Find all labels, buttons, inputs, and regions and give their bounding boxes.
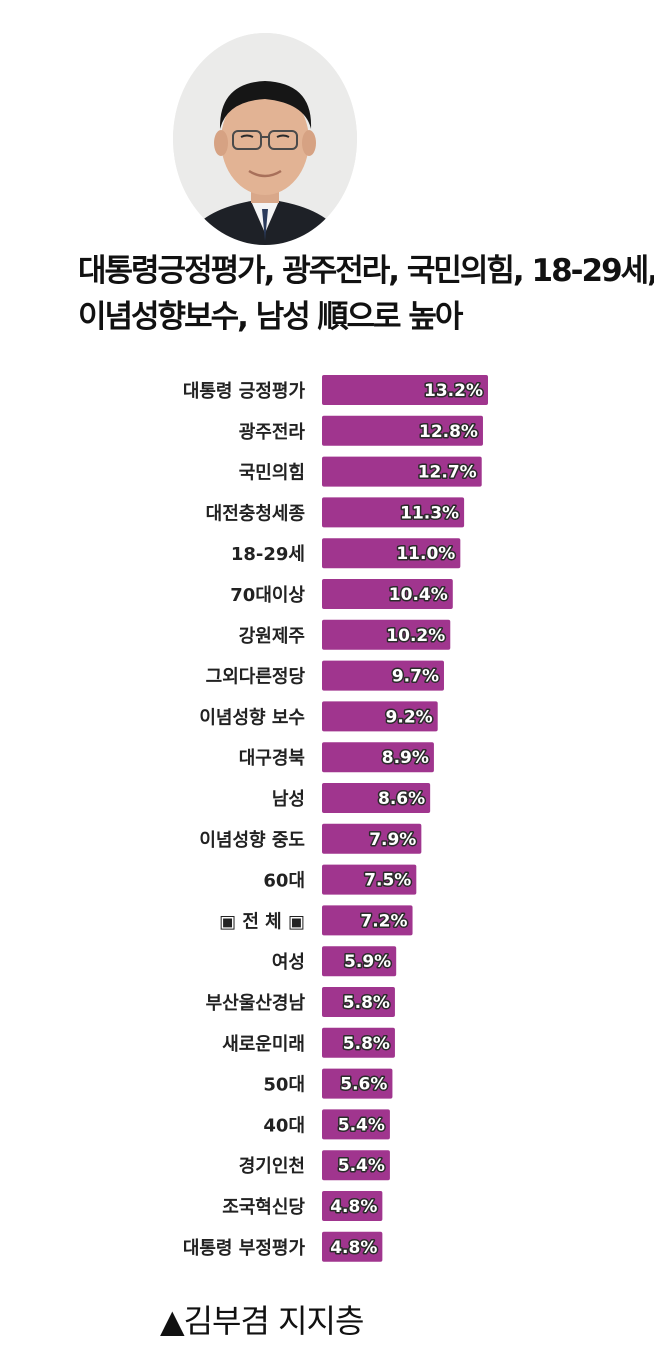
- value-label: 7.2%: [360, 911, 407, 931]
- category-label: 부산울산경남: [206, 993, 306, 1014]
- category-label: 대구경북: [239, 748, 305, 769]
- chart-caption: ▲김부겸 지지층: [160, 1302, 364, 1340]
- bar: [322, 660, 444, 691]
- bar: [322, 742, 434, 773]
- bar: [322, 1231, 383, 1262]
- bar: [322, 946, 397, 977]
- category-label: 70대이상: [230, 585, 305, 606]
- bar: [322, 375, 488, 405]
- value-label: 4.8%: [330, 1197, 377, 1217]
- category-label: 조국혁신당: [222, 1196, 305, 1218]
- category-label: 대통령 긍정평가: [183, 381, 306, 402]
- category-label: 40대: [263, 1115, 305, 1136]
- category-label: 이념성향 중도: [199, 830, 305, 851]
- portrait-photo: [173, 33, 357, 245]
- value-label: 8.6%: [378, 789, 425, 809]
- value-label: 9.7%: [392, 667, 439, 687]
- value-label: 5.9%: [344, 952, 391, 972]
- value-label: 10.2%: [386, 626, 445, 646]
- value-label: 12.8%: [419, 422, 478, 442]
- value-label: 8.9%: [382, 748, 429, 768]
- value-label: 10.4%: [389, 585, 448, 605]
- bar: [322, 905, 413, 936]
- value-label: 9.2%: [386, 707, 433, 727]
- category-label: 남성: [272, 789, 305, 810]
- bar: [322, 701, 438, 732]
- bar: [322, 538, 461, 569]
- category-label: 새로운미래: [222, 1034, 305, 1055]
- value-label: 5.4%: [338, 1115, 385, 1135]
- headline-line-2: 이념성향보수, 남성 順으로 높아: [78, 299, 463, 335]
- bar: [322, 579, 453, 609]
- value-label: 11.3%: [400, 503, 459, 523]
- category-label: 국민의힘: [239, 463, 305, 484]
- category-label: 경기인천: [239, 1156, 305, 1177]
- value-label: 11.0%: [396, 544, 455, 564]
- bar: [322, 987, 395, 1017]
- value-label: 4.8%: [330, 1238, 377, 1258]
- bar: [322, 1109, 390, 1140]
- bar: [322, 783, 431, 813]
- value-label: 5.8%: [343, 993, 390, 1013]
- category-label: 여성: [272, 952, 305, 973]
- category-label: 60대: [263, 871, 305, 892]
- bar: [322, 415, 483, 446]
- bar: [322, 864, 417, 895]
- value-label: 5.6%: [340, 1075, 387, 1095]
- value-label: 7.5%: [364, 871, 411, 891]
- bar: [322, 1191, 383, 1221]
- value-label: 13.2%: [424, 381, 483, 401]
- value-label: 5.4%: [338, 1156, 385, 1176]
- headline-line-1: 대통령긍정평가, 광주전라, 국민의힘, 18-29세,: [78, 253, 654, 289]
- bar: [322, 1150, 390, 1181]
- category-label: 그외다른정당: [206, 667, 306, 688]
- bar: [322, 1027, 395, 1058]
- category-label: 18-29세: [231, 544, 305, 565]
- headline: 대통령긍정평가, 광주전라, 국민의힘, 18-29세, 이념성향보수, 남성 …: [78, 248, 654, 340]
- bar: [322, 619, 451, 650]
- value-label: 5.8%: [343, 1034, 390, 1054]
- category-label: 광주전라: [239, 422, 306, 443]
- value-label: 7.9%: [369, 830, 416, 850]
- bar-chart: 대통령 긍정평가 13.2% 광주전라 12.8% 국민의힘 12.7% 대전충청세종 11.…: [183, 375, 488, 1262]
- category-label: 50대: [263, 1075, 305, 1096]
- category-label: 대전충청세종: [206, 503, 305, 524]
- category-label: 대통령 부정평가: [183, 1238, 306, 1259]
- portrait-illustration: [173, 33, 357, 245]
- bar: [322, 823, 422, 854]
- value-label: 12.7%: [418, 463, 477, 483]
- category-label: 강원제주: [239, 626, 305, 647]
- bar: [322, 456, 482, 487]
- bar: [322, 497, 465, 528]
- category-label: 이념성향 보수: [199, 707, 305, 728]
- bar: [322, 1068, 393, 1099]
- category-label: ▣ 전 체 ▣: [219, 911, 305, 932]
